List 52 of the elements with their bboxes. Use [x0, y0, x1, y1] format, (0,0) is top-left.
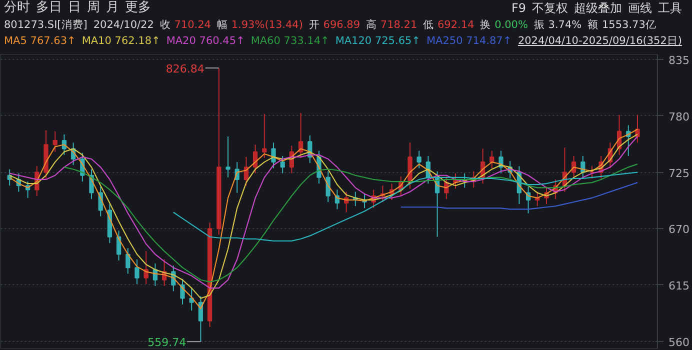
text: 画线 — [628, 1, 652, 15]
text: 收 710.24 — [160, 19, 211, 31]
text: 801273.SI[消费] — [4, 19, 88, 31]
text: 760.45↑ — [199, 35, 245, 47]
y-tick-label: 835 — [668, 54, 690, 68]
y-tick-label: 780 — [668, 110, 690, 124]
text: 多日 — [36, 0, 62, 15]
y-tick-label: 725 — [668, 166, 690, 180]
text: 714.87↑ — [466, 35, 512, 47]
candlestick — [126, 248, 130, 274]
text: F9 — [511, 1, 526, 15]
text: 周 — [87, 0, 100, 15]
text: 振 3.74% — [534, 19, 582, 31]
text: 额 1553.73亿 — [588, 19, 656, 31]
text: 日 — [68, 0, 81, 15]
text: 幅 1.93%(13.44) — [217, 19, 303, 31]
text: 月 — [106, 0, 119, 15]
text: MA120 — [335, 35, 373, 47]
text: 换 0.00% — [480, 19, 528, 31]
candlestick — [262, 113, 267, 158]
text: 725.65↑ — [374, 35, 420, 47]
text: MA60 — [250, 35, 282, 47]
text: 767.63↑ — [30, 35, 76, 47]
text: 高 718.21 — [366, 19, 418, 31]
candlestick — [226, 136, 230, 178]
y-tick-label: 615 — [668, 279, 690, 292]
text: 开 696.89 — [308, 19, 360, 31]
annotation: 826.84 — [166, 62, 204, 76]
text: MA250 — [426, 35, 464, 47]
text: MA20 — [166, 35, 197, 47]
candlestick — [180, 278, 185, 305]
text: 2024/04/10-2025/09/16(352日) — [518, 35, 682, 47]
text: 733.14↑ — [284, 35, 330, 47]
text: 不复权 — [532, 1, 568, 15]
text: MA5 — [4, 35, 28, 47]
text: 超级叠加 — [574, 1, 622, 15]
y-tick-label: 670 — [668, 223, 690, 236]
candlestick — [134, 258, 140, 284]
text: 762.18↑ — [114, 35, 160, 47]
candlestick — [52, 130, 58, 152]
candlestick — [271, 142, 276, 169]
text: 工具 — [658, 1, 682, 15]
text: 低 692.14 — [423, 19, 474, 31]
text: 分时 — [4, 0, 30, 15]
candlestick — [416, 150, 422, 169]
text: 2024/10/22 — [93, 19, 154, 31]
candlestick — [280, 155, 285, 174]
text: 更多 — [125, 0, 151, 15]
line-series — [400, 182, 638, 210]
y-tick-label: 560 — [668, 336, 690, 349]
text: MA10 — [82, 35, 112, 47]
annotation: 559.74 — [148, 336, 186, 350]
